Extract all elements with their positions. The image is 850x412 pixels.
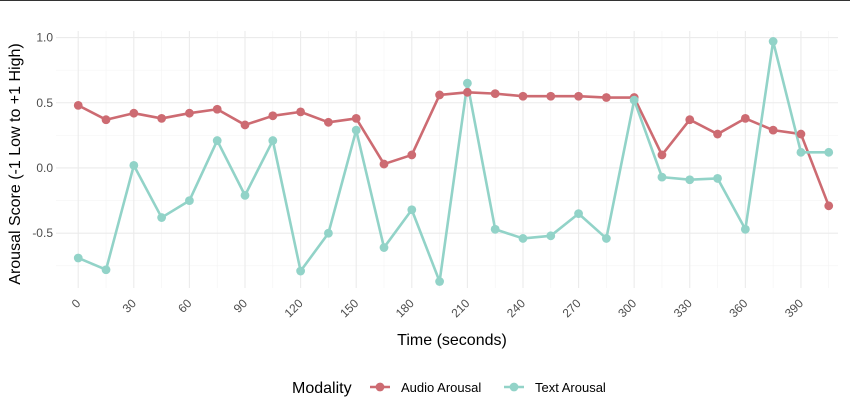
y-tick-label: -0.5 [32,226,53,240]
series-point-1 [824,147,834,157]
series-line-0 [77,91,830,207]
series-point-0 [212,104,222,114]
series-point-0 [407,150,417,160]
series-point-0 [129,108,139,118]
series-point-1 [240,190,250,200]
series-point-1 [601,234,611,243]
series-point-1 [518,234,528,243]
series-point-0 [296,107,306,117]
x-tick-labels: 0 30 60 90 120 150 180 210 240 270 300 330 360 390 [69,296,807,320]
legend-items: Audio Arousal Text Arousal [370,380,606,395]
series-point-0 [435,90,444,100]
series-point-0 [824,201,834,211]
series-points [73,37,834,286]
series-point-0 [268,111,278,121]
series-point-0 [490,89,500,99]
series-point-1 [574,209,583,219]
series-line-1 [77,40,829,283]
legend: Modality Audio Arousal Text Arousal [292,380,606,397]
series-point-1 [740,224,750,234]
y-tick-label: 1.0 [36,31,53,45]
x-tick-label: 210 [448,296,472,320]
y-axis-title: Arousal Score (-1 Low to +1 High) [7,43,24,284]
x-tick-label: 60 [175,296,195,316]
y-tick-label: 0.5 [36,96,53,110]
x-tick-label: 30 [120,296,140,316]
series-point-0 [685,115,695,125]
top-border-line [0,0,850,1]
x-tick-label: 90 [231,296,251,316]
series-point-1 [490,224,500,234]
series-point-1 [157,213,167,222]
x-tick-label: 330 [671,296,695,320]
series-point-0 [157,114,167,123]
legend-title: Modality [292,380,352,397]
x-tick-label: 150 [337,296,361,320]
series-point-0 [518,91,528,101]
series-point-0 [379,159,389,169]
series-point-1 [101,265,111,275]
series-point-0 [574,91,583,101]
series-point-1 [657,172,667,182]
x-tick-label: 390 [782,296,806,320]
series-point-1 [462,78,472,88]
series-point-1 [407,205,417,215]
legend-label: Text Arousal [535,380,606,395]
series-point-0 [657,150,667,160]
x-tick-label: 360 [726,296,750,320]
series-point-0 [324,117,333,127]
series-point-1 [268,136,278,145]
series-point-0 [601,93,611,102]
series-point-1 [351,125,361,135]
series-point-1 [546,231,556,241]
x-tick-label: 240 [504,296,528,320]
series-point-1 [435,277,444,286]
y-tick-label: 0.0 [36,161,53,175]
series-point-0 [713,129,722,139]
series-point-1 [324,228,333,238]
legend-item: Audio Arousal [370,380,481,395]
legend-item: Text Arousal [504,380,606,395]
series-point-0 [351,114,361,123]
x-axis-title: Time (seconds) [397,332,507,349]
series-point-0 [185,108,194,118]
series-point-1 [713,174,722,183]
series-point-0 [240,120,250,130]
series-point-0 [73,100,83,110]
series-point-1 [768,37,778,46]
series-point-0 [546,91,556,101]
grid-layer [56,31,838,288]
series-point-1 [379,243,389,252]
series-point-0 [740,114,750,123]
series-point-1 [73,253,83,263]
series-point-1 [629,95,639,105]
x-tick-label: 0 [69,296,84,311]
series-point-1 [796,147,806,157]
series-point-1 [685,175,695,185]
series-point-1 [129,160,139,170]
series-point-1 [212,136,222,145]
series-point-0 [768,125,778,135]
y-tick-labels: -0.5 0.0 0.5 1.0 [32,31,53,241]
x-tick-label: 180 [393,296,417,320]
x-tick-label: 120 [282,296,306,320]
series-point-1 [296,266,306,276]
series-lines [77,40,830,283]
series-point-0 [101,115,111,125]
legend-label: Audio Arousal [401,380,481,395]
series-point-0 [796,129,806,139]
x-tick-label: 300 [615,296,639,320]
x-tick-label: 270 [560,296,584,320]
series-point-1 [185,196,194,205]
legend-key-point [375,382,385,392]
series-point-0 [462,87,472,97]
legend-key-point [509,382,519,392]
